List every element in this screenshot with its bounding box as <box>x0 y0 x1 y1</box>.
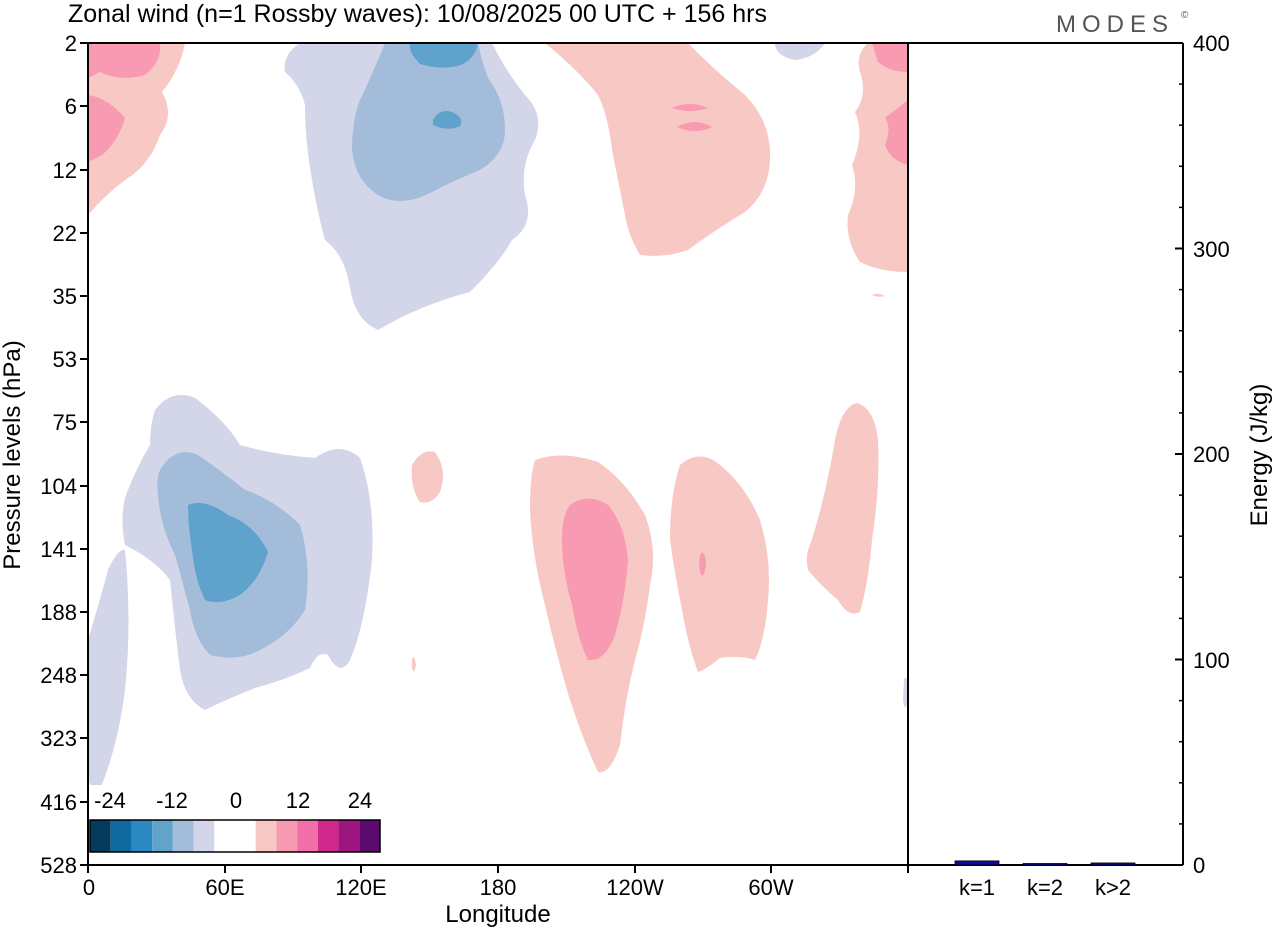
contour-pos2 <box>677 122 712 131</box>
energy-bar <box>1090 862 1136 866</box>
energy-tick-label: 400 <box>1193 31 1230 56</box>
colorbar-cell <box>255 820 277 852</box>
y-tick-label: 22 <box>53 221 77 246</box>
colorbar-cell <box>276 820 298 852</box>
y-tick-label: 323 <box>40 726 77 751</box>
colorbar-cell <box>359 820 380 852</box>
bar-category-label: k>2 <box>1095 875 1131 900</box>
colorbar-cell <box>110 820 132 852</box>
energy-tick-label: 200 <box>1193 442 1230 467</box>
y-tick-label: 248 <box>40 663 77 688</box>
x-axis: 0 60E 120E 180 120W 60W Longitude <box>83 865 909 928</box>
modes-logo: MODES <box>1056 11 1174 38</box>
x-axis-label: Longitude <box>445 901 550 928</box>
y-tick-label: 188 <box>40 600 77 625</box>
colorbar-cell <box>152 820 173 852</box>
colorbar-tick-label: -12 <box>156 788 188 813</box>
y-tick-label: 35 <box>53 284 77 309</box>
contour-pos2 <box>872 43 908 72</box>
colorbar-cell <box>235 820 256 852</box>
contour-neg2 <box>352 43 505 202</box>
energy-tick-label: 300 <box>1193 237 1230 262</box>
contour-neg3 <box>188 502 268 603</box>
colorbar-cell <box>131 820 153 852</box>
y-tick-label: 528 <box>40 853 77 878</box>
y-tick-label: 141 <box>40 537 77 562</box>
energy-bar <box>1022 863 1068 866</box>
x-tick-label: 0 <box>83 875 95 900</box>
y-axis-label: Pressure levels (hPa) <box>0 340 26 569</box>
y-tick-label: 6 <box>65 94 77 119</box>
contour-neg1 <box>775 43 825 60</box>
colorbar-cell <box>172 820 194 852</box>
colorbar-cell <box>193 820 215 852</box>
bar-category-label: k=1 <box>959 875 995 900</box>
x-tick-label: 120E <box>335 875 386 900</box>
contour-pos2 <box>885 100 908 165</box>
energy-tick-label: 100 <box>1193 648 1230 673</box>
modes-logo-mark: © <box>1181 10 1189 21</box>
contour-pos1 <box>412 656 416 672</box>
contour-neg3 <box>409 43 478 68</box>
x-tick-label: 60W <box>748 875 793 900</box>
contour-pos2 <box>699 552 706 576</box>
y-tick-label: 53 <box>53 347 77 372</box>
contour-pos1 <box>545 43 771 256</box>
contour-pos1 <box>847 43 908 272</box>
colorbar-cell <box>214 820 235 852</box>
contour-neg1 <box>903 677 908 708</box>
contour-pos1 <box>670 456 769 672</box>
colorbar-border <box>89 819 381 853</box>
contour-pos1 <box>872 293 885 297</box>
colorbar-tick-label: -24 <box>94 788 126 813</box>
bar-category-label: k=2 <box>1027 875 1063 900</box>
contour-pos2 <box>88 43 161 78</box>
colorbar-cell <box>297 820 318 852</box>
energy-bar <box>954 860 1000 866</box>
colorbar-cell <box>90 820 111 852</box>
energy-panel: 0 100 200 300 400 Energy (J/kg) k=1 k=2 … <box>908 31 1273 900</box>
y-tick-label: 75 <box>53 410 77 435</box>
y-tick-label: 2 <box>65 31 77 56</box>
contour-field <box>88 43 908 865</box>
contour-pos1 <box>88 43 185 215</box>
x-tick-label: 180 <box>480 875 517 900</box>
x-tick-label: 120W <box>606 875 664 900</box>
contour-pos2 <box>562 498 628 661</box>
y-tick-label: 12 <box>53 158 77 183</box>
contour-pos1 <box>806 403 879 614</box>
colorbar-tick-label: 12 <box>286 788 310 813</box>
contour-pos2 <box>672 104 708 111</box>
y-tick-label: 416 <box>40 790 77 815</box>
contour-neg3 <box>433 111 462 129</box>
y-axis: 2 6 12 22 35 53 75 104 141 188 248 323 4… <box>0 31 88 878</box>
y-tick-label: 104 <box>40 474 77 499</box>
colorbar: -24 -12 0 12 24 <box>82 785 387 865</box>
energy-axis-label: Energy (J/kg) <box>1246 384 1273 527</box>
contour-neg1 <box>88 549 129 790</box>
energy-tick-label: 0 <box>1193 853 1205 878</box>
colorbar-tick-label: 0 <box>230 788 242 813</box>
contour-pos2 <box>88 95 125 162</box>
colorbar-cell <box>338 820 360 852</box>
chart-title: Zonal wind (n=1 Rossby waves): 10/08/202… <box>68 0 767 28</box>
contour-pos1 <box>411 451 444 503</box>
x-tick-label: 60E <box>205 875 244 900</box>
colorbar-tick-label: 24 <box>348 788 372 813</box>
colorbar-cell <box>317 820 339 852</box>
